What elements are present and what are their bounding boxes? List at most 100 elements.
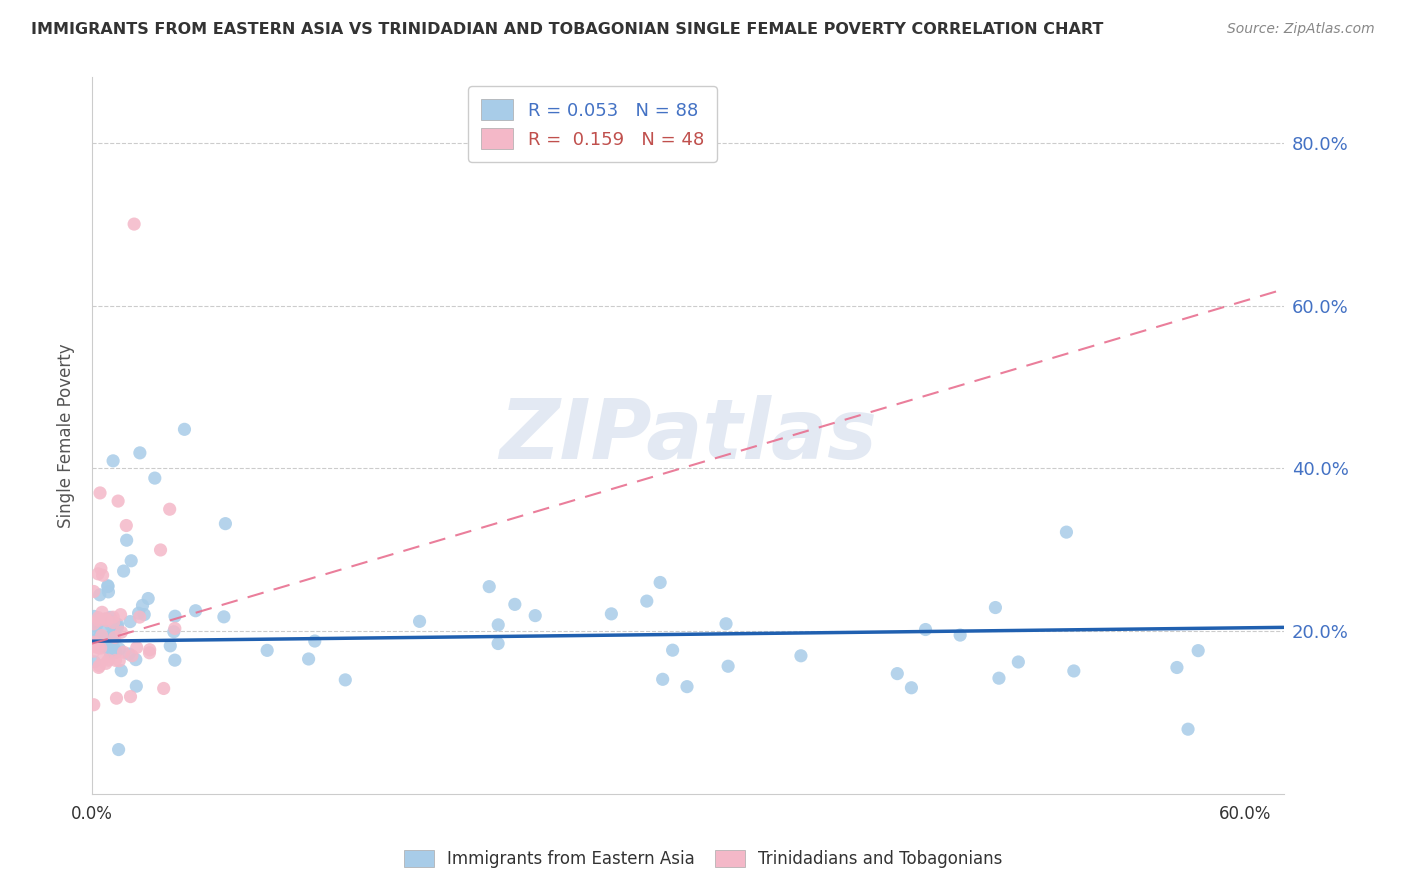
Point: [97, 585, 120, 599]
Point: [136, 591, 159, 606]
Point: [1177, 722, 1199, 736]
Point: [87, 613, 110, 627]
Point: [900, 681, 922, 695]
Point: [86, 640, 108, 654]
Point: [87, 566, 110, 581]
Point: [94, 657, 117, 671]
Point: [1063, 664, 1085, 678]
Point: [138, 642, 160, 657]
Legend: R = 0.053   N = 88, R =  0.159   N = 48: R = 0.053 N = 88, R = 0.159 N = 48: [468, 87, 717, 161]
Point: [101, 634, 124, 648]
Point: [163, 609, 186, 624]
Point: [103, 641, 125, 656]
Text: ZIPatlas: ZIPatlas: [499, 395, 877, 476]
Point: [651, 673, 673, 687]
Point: [104, 624, 127, 638]
Point: [83, 644, 105, 658]
Point: [128, 606, 150, 620]
Y-axis label: Single Female Poverty: Single Female Poverty: [58, 343, 75, 528]
Point: [100, 615, 122, 629]
Point: [120, 615, 142, 629]
Point: [101, 628, 124, 642]
Point: [214, 516, 236, 531]
Point: [104, 653, 127, 667]
Point: [173, 422, 195, 436]
Point: [1054, 525, 1077, 540]
Point: [90, 629, 112, 643]
Point: [110, 607, 132, 622]
Point: [104, 645, 127, 659]
Point: [103, 610, 125, 624]
Point: [1007, 655, 1029, 669]
Point: [107, 742, 129, 756]
Point: [89, 658, 111, 673]
Point: [83, 636, 105, 650]
Point: [152, 681, 174, 696]
Point: [143, 471, 166, 485]
Point: [90, 561, 112, 575]
Point: [89, 629, 111, 643]
Point: [89, 486, 111, 500]
Point: [118, 647, 141, 661]
Point: [984, 600, 1007, 615]
Point: [914, 623, 936, 637]
Point: [87, 610, 110, 624]
Point: [115, 518, 138, 533]
Point: [115, 533, 138, 548]
Point: [96, 614, 118, 628]
Point: [650, 575, 672, 590]
Point: [91, 568, 114, 582]
Point: [125, 640, 148, 655]
Point: [949, 628, 972, 642]
Point: [110, 625, 132, 640]
Point: [717, 659, 740, 673]
Point: [83, 655, 105, 669]
Point: [128, 446, 150, 460]
Point: [83, 639, 105, 653]
Point: [297, 652, 319, 666]
Point: [93, 613, 115, 627]
Point: [97, 653, 120, 667]
Point: [107, 617, 129, 632]
Point: [159, 502, 181, 516]
Point: [101, 454, 124, 468]
Point: [304, 634, 326, 648]
Point: [103, 615, 125, 630]
Point: [790, 648, 813, 663]
Point: [89, 588, 111, 602]
Point: [120, 690, 142, 704]
Point: [91, 624, 114, 638]
Point: [1166, 660, 1188, 674]
Text: IMMIGRANTS FROM EASTERN ASIA VS TRINIDADIAN AND TOBAGONIAN SINGLE FEMALE POVERTY: IMMIGRANTS FROM EASTERN ASIA VS TRINIDAD…: [31, 22, 1104, 37]
Point: [91, 634, 114, 648]
Point: [987, 671, 1010, 685]
Point: [87, 660, 110, 674]
Point: [104, 616, 127, 631]
Point: [134, 607, 156, 622]
Point: [163, 624, 186, 639]
Point: [714, 616, 737, 631]
Point: [112, 564, 135, 578]
Point: [524, 608, 547, 623]
Point: [83, 635, 105, 649]
Point: [97, 637, 120, 651]
Point: [159, 639, 181, 653]
Point: [83, 616, 105, 631]
Point: [138, 646, 160, 660]
Point: [97, 579, 120, 593]
Point: [83, 639, 105, 653]
Point: [100, 646, 122, 660]
Point: [90, 638, 112, 652]
Point: [101, 631, 124, 645]
Point: [131, 599, 153, 613]
Legend: Immigrants from Eastern Asia, Trinidadians and Tobagonians: Immigrants from Eastern Asia, Trinidadia…: [396, 843, 1010, 875]
Point: [94, 612, 117, 626]
Point: [94, 612, 117, 626]
Point: [91, 605, 114, 619]
Point: [105, 691, 128, 706]
Point: [110, 664, 132, 678]
Point: [83, 609, 105, 624]
Point: [104, 631, 127, 645]
Point: [120, 554, 142, 568]
Point: [163, 622, 186, 636]
